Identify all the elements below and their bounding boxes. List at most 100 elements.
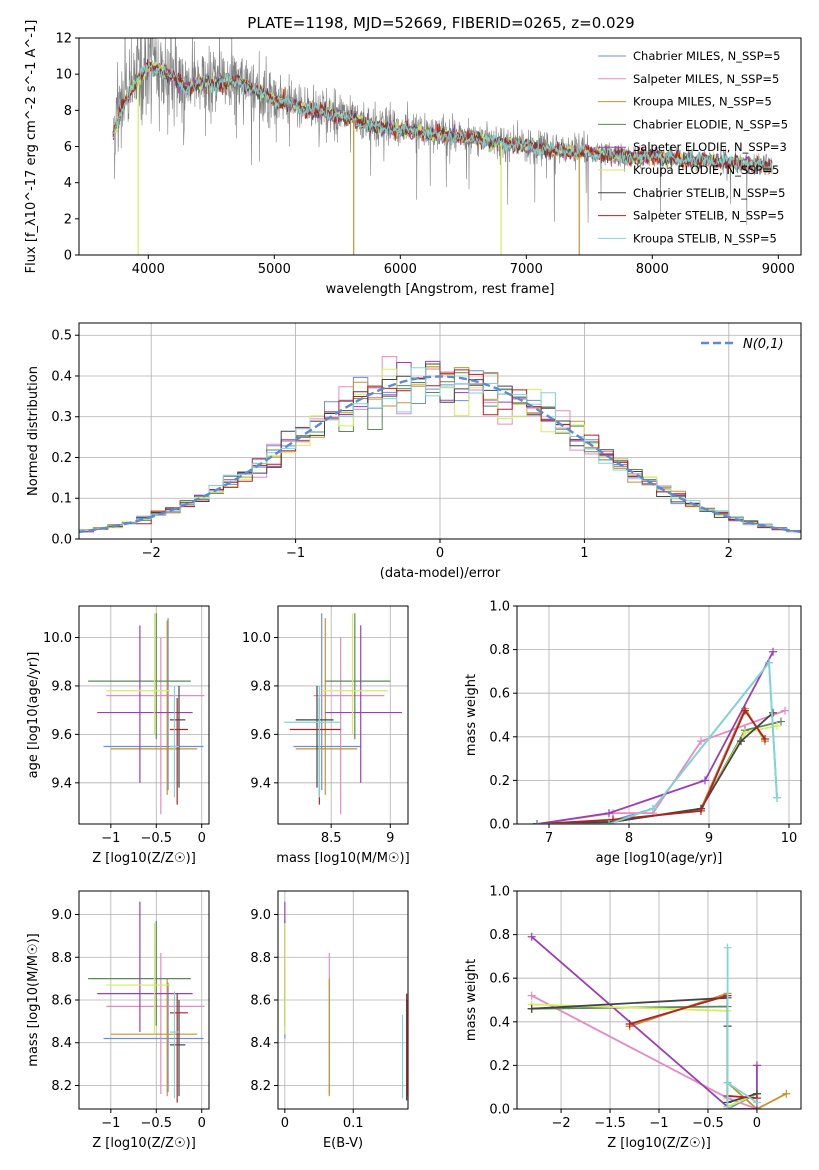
- mass-vs-ebv-panel: 0 0.1 8.2 8.4 8.6 8.8 9.0 E(B-V): [250, 890, 409, 1151]
- x-tick-label: 7000: [510, 262, 543, 277]
- legend-entry: Kroupa STELIB, N_SSP=5: [633, 231, 777, 245]
- x-tick-label: 8: [625, 831, 633, 846]
- x-tick-label: 6000: [384, 262, 417, 277]
- axes-frame: [277, 890, 409, 1110]
- x-tick-label: 1: [580, 546, 588, 561]
- y-tick-label: 0.4: [489, 730, 510, 745]
- weight-point-marker: [697, 737, 705, 746]
- y-tick-label: 8.4: [250, 1036, 271, 1051]
- axes-frame: [78, 605, 210, 825]
- residuals-panel: −2 −1 0 1 2 0.0 0.1 0.2 0.3 0.4 0.5 N(0,1) (data-mod…: [26, 322, 802, 581]
- x-tick-label: 0: [198, 831, 206, 846]
- x-tick-label: −2: [142, 546, 161, 561]
- y-axis-label: mass weight: [464, 959, 479, 1041]
- x-axis-label: age [log10(age/yr)]: [596, 851, 723, 866]
- weight-point-marker: [782, 1089, 791, 1098]
- weight-point-marker: [605, 809, 613, 818]
- x-axis-label: wavelength [Angstrom, rest frame]: [326, 282, 555, 297]
- x-tick-label: 4000: [132, 262, 165, 277]
- weight-series-line: [536, 709, 786, 824]
- y-tick-label: 0.2: [489, 1059, 510, 1074]
- legend-entry: Kroupa ELODIE, N_SSP=5: [633, 163, 779, 177]
- x-axis-label: Z [log10(Z/Z☉)]: [92, 1136, 196, 1151]
- y-tick-label: 9.0: [51, 908, 72, 923]
- x-axis-label: (data-model)/error: [380, 566, 501, 581]
- x-tick-label: 0.1: [343, 1116, 364, 1131]
- y-tick-label: 8.6: [250, 994, 271, 1009]
- y-tick-label: 0.5: [51, 329, 72, 344]
- y-tick-label: 10.0: [43, 631, 72, 646]
- x-tick-label: 0: [436, 546, 444, 561]
- age-vs-metallicity-panel: −1 −0.5 0 9.4 9.6 9.8 10.0 Z [log10(Z/Z☉)] age […: [26, 605, 210, 866]
- weight-point-marker: [649, 804, 657, 813]
- x-tick-label: 0: [281, 1116, 289, 1131]
- x-tick-label: 9000: [762, 262, 795, 277]
- weight-point-marker: [752, 1098, 761, 1107]
- legend-entry: Kroupa MILES, N_SSP=5: [633, 95, 772, 109]
- y-axis-label: Flux [f_λ10^-17 erg cm^-2 s^-1 A^-1]: [24, 20, 39, 274]
- y-tick-label: 0.1: [51, 492, 72, 507]
- x-tick-label: 9: [386, 831, 394, 846]
- y-axis-label: mass weight: [464, 674, 479, 756]
- plot-area: [79, 356, 801, 539]
- x-tick-label: 2: [725, 546, 733, 561]
- legend-entry: Salpeter STELIB, N_SSP=5: [633, 209, 784, 223]
- y-tick-label: 8.8: [250, 951, 271, 966]
- y-tick-label: 0.8: [489, 643, 510, 658]
- legend-entry: Salpeter MILES, N_SSP=5: [633, 72, 779, 86]
- figure-title: PLATE=1198, MJD=52669, FIBERID=0265, z=0…: [247, 14, 634, 32]
- x-axis-label: Z [log10(Z/Z☉)]: [607, 1136, 711, 1151]
- y-tick-label: 1.0: [489, 600, 510, 615]
- weight-point-marker: [741, 706, 749, 715]
- weight-series-line: [531, 936, 758, 1109]
- y-tick-label: 9.8: [51, 679, 72, 694]
- weight-point-marker: [777, 717, 785, 726]
- legend-entry: N(0,1): [743, 337, 784, 352]
- x-tick-label: −1.5: [594, 1116, 626, 1131]
- weight-point-marker: [781, 706, 789, 715]
- x-tick-label: 5000: [258, 262, 291, 277]
- y-tick-label: 9.6: [51, 728, 72, 743]
- y-tick-label: 0.2: [489, 774, 510, 789]
- plot-area: [283, 613, 403, 815]
- y-tick-label: 10.0: [242, 631, 271, 646]
- x-tick-label: −1: [101, 831, 120, 846]
- weight-point-marker: [625, 1019, 634, 1028]
- y-tick-label: 10: [55, 68, 72, 83]
- weight-point-marker: [773, 793, 781, 802]
- y-tick-label: 1.0: [489, 885, 510, 900]
- x-tick-label: 7: [545, 831, 553, 846]
- y-axis-label: mass [log10(M/M☉)]: [26, 933, 41, 1066]
- x-axis-label: E(B-V): [323, 1136, 363, 1151]
- x-tick-label: 8000: [636, 262, 669, 277]
- x-tick-label: −1: [286, 546, 305, 561]
- x-tick-label: −0.5: [140, 831, 172, 846]
- weight-point-marker: [773, 721, 781, 730]
- weight-point-marker: [765, 658, 773, 667]
- weight-point-marker: [723, 943, 732, 952]
- y-tick-label: 0.0: [489, 818, 510, 833]
- x-tick-label: −1: [101, 1116, 120, 1131]
- age-vs-mass-panel: 8.5 9 9.4 9.6 9.8 10.0 mass [log10(M/M☉)]: [242, 605, 410, 866]
- x-tick-label: −1: [649, 1116, 668, 1131]
- weight-vs-age-panel: 7 8 9 10 0.0 0.2 0.4 0.6 0.8 1.0 age [log10(age/yr…: [464, 600, 802, 866]
- y-tick-label: 0: [64, 249, 72, 264]
- y-tick-label: 8.8: [51, 951, 72, 966]
- plot-area: [284, 901, 408, 1101]
- weight-point-marker: [737, 737, 745, 746]
- weight-series-line: [726, 947, 758, 1109]
- weight-point-marker: [527, 991, 536, 1000]
- x-tick-label: 10: [781, 831, 798, 846]
- axes-frame: [516, 605, 802, 825]
- plot-area: [88, 901, 205, 1103]
- weight-vs-metallicity-panel: −2 −1.5 −1 −0.5 0 0.0 0.2 0.4 0.6 0.8 1.0 Z [log10(…: [464, 885, 802, 1151]
- plot-area: [88, 613, 205, 815]
- spectrum-model-line: [112, 61, 773, 174]
- y-tick-label: 0.6: [489, 687, 510, 702]
- y-tick-label: 0.2: [51, 451, 72, 466]
- y-tick-label: 12: [55, 32, 72, 47]
- weight-point-marker: [605, 820, 613, 824]
- y-tick-label: 9.6: [250, 728, 271, 743]
- y-tick-label: 0.3: [51, 410, 72, 425]
